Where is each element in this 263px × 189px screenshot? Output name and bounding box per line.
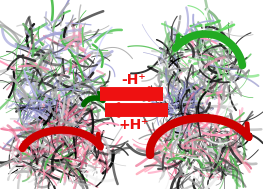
Text: +H⁺: +H⁺ [119,118,149,132]
Text: -H⁺: -H⁺ [122,73,146,87]
